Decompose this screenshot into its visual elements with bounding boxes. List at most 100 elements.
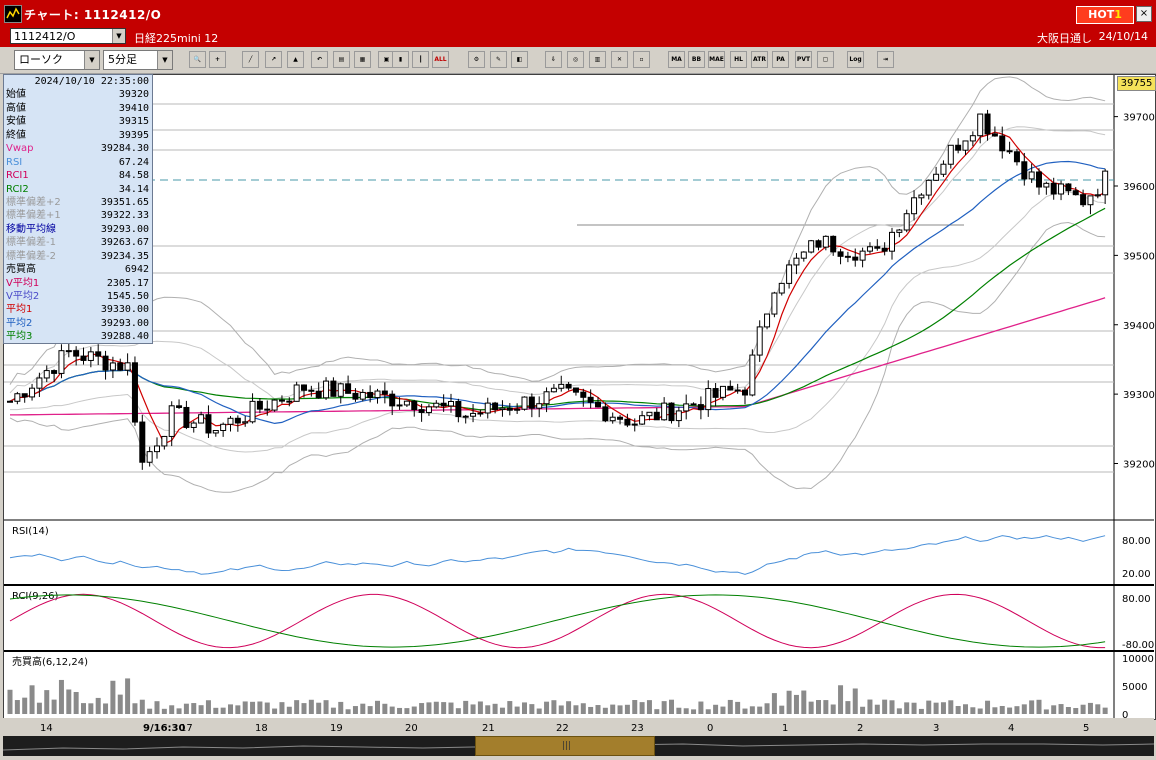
volume-bar <box>904 702 910 714</box>
volume-bar <box>1102 707 1108 714</box>
data-window-value: 39315 <box>118 116 149 128</box>
volume-bar <box>985 700 991 714</box>
candle-body <box>433 402 440 408</box>
volume-bar <box>963 704 968 714</box>
symbol-select[interactable]: 1112412/O ▼ <box>10 28 126 44</box>
volume-bar <box>36 702 42 714</box>
toolbar-atr-button[interactable]: ATR <box>751 51 768 68</box>
toolbar-disabled-button[interactable]: ▫ <box>633 51 650 68</box>
toolbar: ローソク ▼ 5分足 ▼ 🔍 + ╱ ↗ ▲ ↶ ▤ ▦ ▣ ▮ ┃ ALL ⚙ ✎ ◧ ⇩ ◎ ▥ ✕ ▫ MA BB M… <box>0 47 1156 74</box>
toolbar-bar-mode-button[interactable]: ┃ <box>412 51 429 68</box>
grip-icon[interactable]: ||| <box>562 741 572 751</box>
candle-body <box>896 229 903 233</box>
toolbar-window-button[interactable]: ▢ <box>817 51 834 68</box>
volume-bar <box>529 704 535 714</box>
candle-body <box>146 451 153 463</box>
scrollbar-thumb[interactable]: ||| <box>475 736 655 756</box>
timeframe-select[interactable]: 5分足 ▼ <box>103 50 173 70</box>
volume-bar <box>272 708 278 714</box>
volume-bar <box>749 706 755 714</box>
data-window-label: 標準偏差-1 <box>6 237 56 249</box>
toolbar-undo-button[interactable]: ↶ <box>311 51 328 68</box>
candle-body <box>705 388 712 411</box>
volume-bar <box>639 702 645 714</box>
volume-bar <box>940 702 946 714</box>
data-window-label: 標準偏差+2 <box>6 196 61 208</box>
toolbar-candle-mode-button[interactable]: ▮ <box>392 51 409 68</box>
toolbar-log-button[interactable]: Log <box>847 51 864 68</box>
toolbar-lock-button[interactable]: ▥ <box>589 51 606 68</box>
data-window-value: 34.14 <box>118 183 149 195</box>
candle-body <box>1087 195 1094 206</box>
candle-body <box>933 173 940 181</box>
volume-title: 売買高(6,12,24) <box>12 655 88 668</box>
toolbar-color-palette-button[interactable]: ◧ <box>511 51 528 68</box>
toolbar-print-button[interactable]: ▦ <box>354 51 371 68</box>
hot-badge[interactable]: HOT1 <box>1076 6 1134 24</box>
toolbar-delete-button[interactable]: ✕ <box>611 51 628 68</box>
window-titlebar[interactable]: チャート: 1112412/O HOT1 × <box>0 0 1156 27</box>
candle-body <box>367 391 374 399</box>
data-window-value: 39284.30 <box>100 143 149 155</box>
time-axis-label: 4 <box>1008 723 1014 734</box>
close-icon[interactable]: × <box>1136 6 1152 22</box>
volume-bar <box>882 699 888 714</box>
toolbar-ma-button[interactable]: MA <box>668 51 685 68</box>
candle-body <box>234 417 241 424</box>
data-window-row: 安値 39315 <box>4 115 152 128</box>
time-axis: 14 9/16:30 17 18 19 20 21 22 23 0 1 2 3 4 5 <box>3 718 1154 736</box>
toolbar-mae-button[interactable]: MAE <box>708 51 725 68</box>
chart-area[interactable]: 39700 39600 39500 39400 39300 39200 RSI(14) 80.… <box>3 74 1156 721</box>
volume-bar <box>375 700 380 714</box>
candle-body <box>683 403 690 412</box>
time-axis-label: 0 <box>707 723 713 734</box>
toolbar-cursor-button[interactable]: ▲ <box>287 51 304 68</box>
candle-body <box>1080 194 1087 206</box>
toolbar-crosshair-button[interactable]: + <box>209 51 226 68</box>
candle-body <box>844 255 851 258</box>
volume-bar <box>191 703 197 714</box>
volume-bar <box>1021 704 1027 714</box>
candle-body <box>470 412 477 417</box>
chevron-down-icon[interactable]: ▼ <box>112 29 125 43</box>
data-window-row: 終値 39395 <box>4 129 152 142</box>
volume-bar <box>242 701 248 714</box>
volume-bar <box>742 708 748 714</box>
candle-body <box>852 256 859 261</box>
chevron-down-icon[interactable]: ▼ <box>84 51 99 69</box>
volume-bar <box>161 708 167 714</box>
candle-body <box>881 247 888 252</box>
toolbar-wrench-button[interactable]: ✎ <box>490 51 507 68</box>
toolbar-indicator-add-button[interactable]: ⇩ <box>545 51 562 68</box>
data-window-label: 安値 <box>6 116 26 128</box>
candle-body <box>521 396 528 410</box>
toolbar-pa-button[interactable]: PA <box>772 51 789 68</box>
data-window-row: 標準偏差+2 39351.65 <box>4 196 152 209</box>
chart-type-select[interactable]: ローソク ▼ <box>14 50 100 70</box>
toolbar-all-button[interactable]: ALL <box>432 51 449 68</box>
toolbar-pvt-button[interactable]: PVT <box>795 51 812 68</box>
volume-bar <box>970 707 976 714</box>
toolbar-copy-button[interactable]: ▤ <box>333 51 350 68</box>
volume-bar <box>588 706 594 714</box>
toolbar-arrow-draw-button[interactable]: ↗ <box>265 51 282 68</box>
toolbar-settings-button[interactable]: ⚙ <box>468 51 485 68</box>
price-chart[interactable]: 39700 39600 39500 39400 39300 39200 RSI(14) 80.… <box>4 75 1155 721</box>
candle-body <box>572 387 579 393</box>
toolbar-draw-line-button[interactable]: ╱ <box>242 51 259 68</box>
candle-body <box>124 362 131 371</box>
time-axis-label: 20 <box>405 723 418 734</box>
candle-body <box>1043 182 1050 188</box>
chevron-down-icon[interactable]: ▼ <box>157 51 172 69</box>
volume-bar <box>485 705 491 714</box>
candle-body <box>286 400 293 403</box>
toolbar-bb-button[interactable]: BB <box>688 51 705 68</box>
data-window-row: 標準偏差+1 39322.33 <box>4 209 152 222</box>
volume-bar <box>566 701 572 714</box>
toolbar-hl-button[interactable]: HL <box>730 51 747 68</box>
toolbar-exit-button[interactable]: ⇥ <box>877 51 894 68</box>
toolbar-find-button[interactable]: ◎ <box>567 51 584 68</box>
volume-bar <box>154 701 160 714</box>
candle-body <box>43 370 50 379</box>
toolbar-zoom-button[interactable]: 🔍 <box>189 51 206 68</box>
